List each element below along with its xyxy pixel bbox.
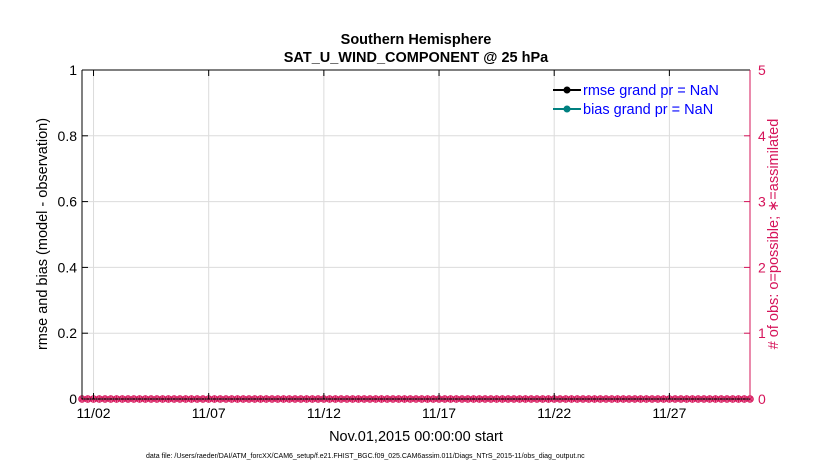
x-axis-label: Nov.01,2015 00:00:00 start xyxy=(329,429,503,445)
chart-subtitle: SAT_U_WIND_COMPONENT @ 25 hPa xyxy=(284,50,549,66)
legend-entry-rmse: rmse grand pr = NaN xyxy=(553,83,719,99)
axes xyxy=(81,69,751,400)
legend-marker-rmse xyxy=(563,86,571,94)
x-tick-label: 11/27 xyxy=(652,405,686,421)
tick-labels: 11/02 11/07 11/12 11/17 11/22 11/27 0 0.2 0.4 0.6… xyxy=(58,62,766,421)
y-tick-label-right: 0 xyxy=(758,391,766,407)
y-tick-label-right: 3 xyxy=(758,194,766,210)
y-tick-label-right: 1 xyxy=(758,325,766,341)
y-tick-label-left: 0.6 xyxy=(58,194,78,210)
footer-data-file: data file: /Users/raeder/DAI/ATM_forcXX/… xyxy=(146,453,585,460)
y-tick-label-right: 2 xyxy=(758,259,766,275)
y-tick-label-left: 0 xyxy=(69,391,77,407)
legend-entry-bias: bias grand pr = NaN xyxy=(553,102,713,118)
y-tick-label-left: 0.8 xyxy=(58,128,78,144)
x-tick-label: 11/22 xyxy=(537,405,571,421)
y-tick-label-right: 4 xyxy=(758,128,766,144)
x-tick-label: 11/17 xyxy=(422,405,456,421)
x-tick-label: 11/07 xyxy=(192,405,226,421)
x-tick-label: 11/12 xyxy=(307,405,341,421)
legend: rmse grand pr = NaN bias grand pr = NaN xyxy=(553,83,719,118)
chart-title: Southern Hemisphere xyxy=(341,32,492,48)
legend-marker-bias xyxy=(563,105,571,113)
y-tick-label-left: 1 xyxy=(69,62,77,78)
x-tick-label: 11/02 xyxy=(77,405,111,421)
y-axis-label-left: rmse and bias (model - observation) xyxy=(35,118,51,350)
y-tick-label-right: 5 xyxy=(758,62,766,78)
y-axis-label-right: # of obs: o=possible; ∗=assimilated xyxy=(766,119,782,350)
y-tick-label-left: 0.4 xyxy=(58,259,78,275)
legend-label-bias: bias grand pr = NaN xyxy=(583,102,713,118)
grid-lines xyxy=(82,70,750,399)
y-tick-label-left: 0.2 xyxy=(58,325,78,341)
legend-label-rmse: rmse grand pr = NaN xyxy=(583,83,719,99)
